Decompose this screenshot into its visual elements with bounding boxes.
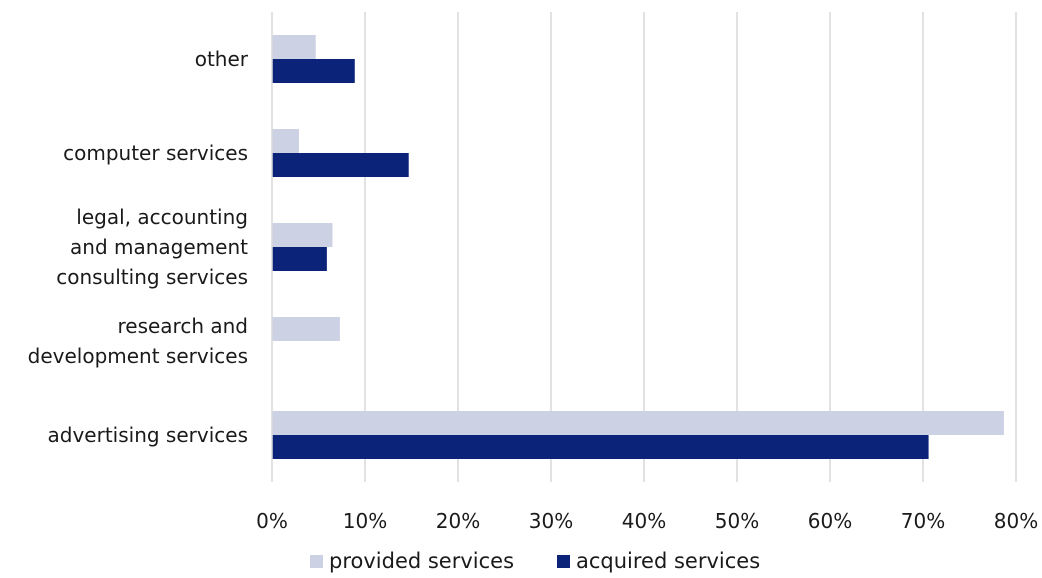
bar-acquired [272, 435, 929, 459]
bar-provided [272, 317, 340, 341]
bar-acquired [272, 59, 355, 83]
category-label: advertising services [48, 423, 248, 447]
x-tick-label: 10% [343, 509, 387, 533]
x-tick-label: 20% [436, 509, 480, 533]
x-tick-label: 30% [529, 509, 573, 533]
bar-provided [272, 35, 316, 59]
category-label: other [195, 47, 249, 71]
x-tick-label: 0% [256, 509, 288, 533]
x-tick-label: 50% [715, 509, 759, 533]
legend-label: acquired services [576, 549, 760, 573]
category-label: computer services [63, 141, 248, 165]
bar-provided [272, 411, 1004, 435]
x-tick-label: 60% [808, 509, 852, 533]
x-tick-labels: 0% 10% 20% 30% 40% 50% 60% 70% 80% [256, 509, 1038, 533]
bar-provided [272, 129, 299, 153]
bars [272, 35, 1004, 459]
legend-swatch [557, 555, 570, 568]
bar-acquired [272, 153, 409, 177]
gridlines [364, 12, 1017, 482]
bar-acquired [272, 247, 327, 271]
legend-swatch [310, 555, 323, 568]
category-labels: other computer services legal, accounting a… [28, 47, 249, 447]
legend: provided services acquired services [310, 549, 760, 573]
x-tick-label: 80% [994, 509, 1038, 533]
x-tick-label: 70% [901, 509, 945, 533]
category-label: legal, accounting and management consultin… [56, 205, 248, 289]
bar-provided [272, 223, 333, 247]
legend-label: provided services [329, 549, 514, 573]
category-label: research and development services [28, 314, 248, 368]
x-tick-label: 40% [622, 509, 666, 533]
